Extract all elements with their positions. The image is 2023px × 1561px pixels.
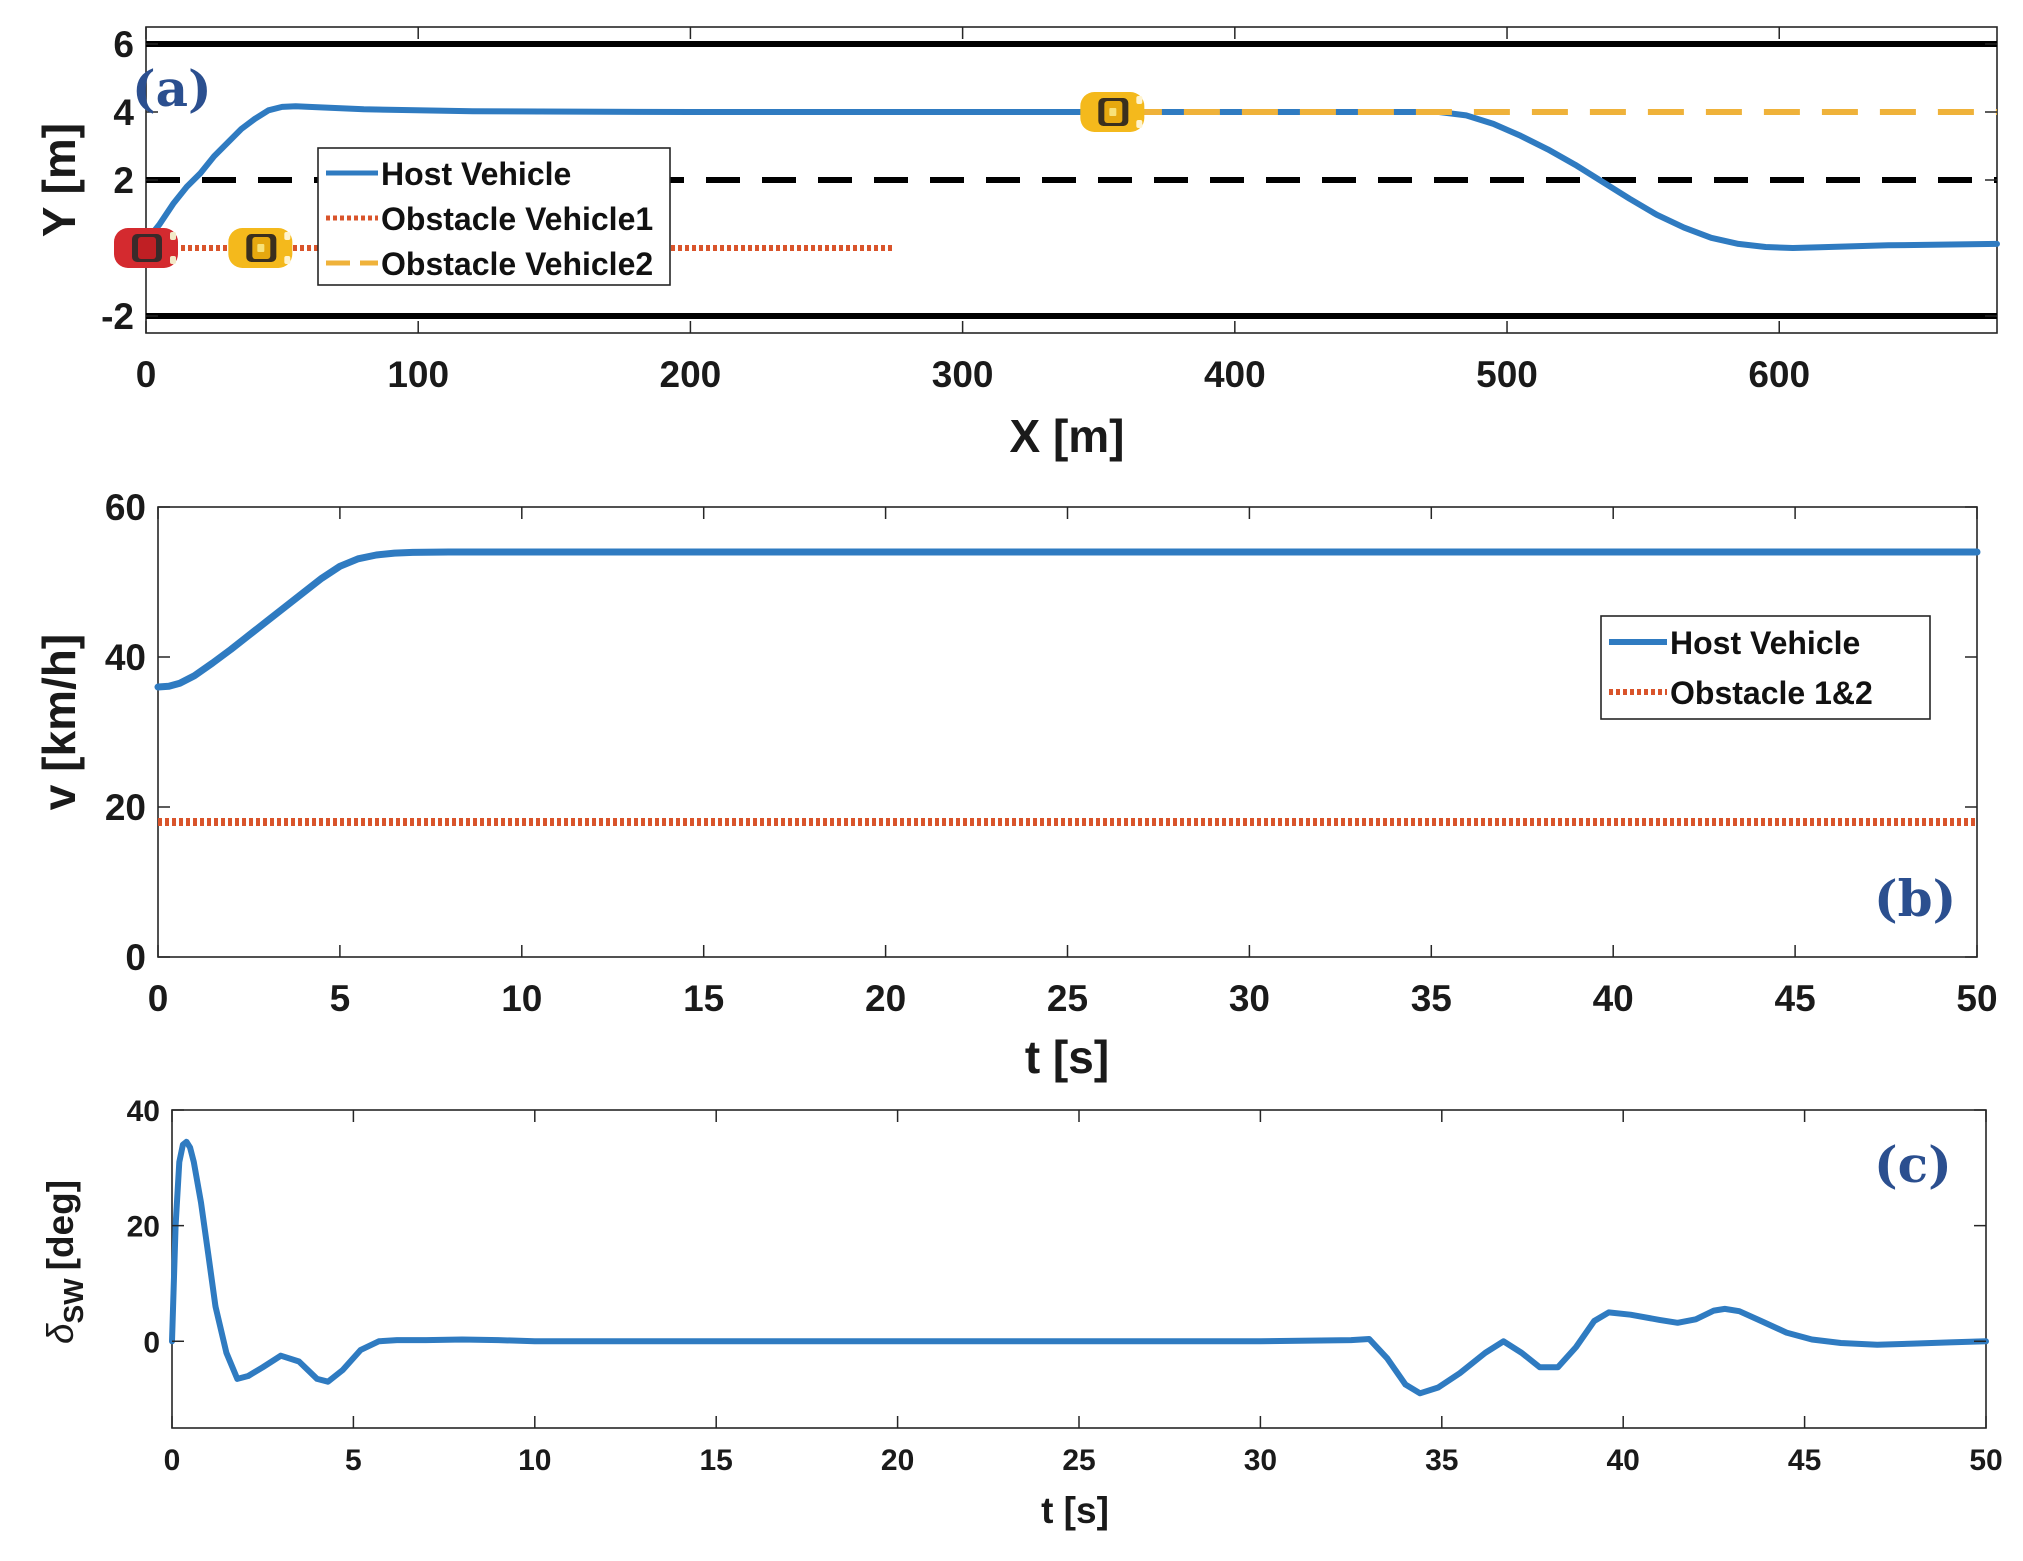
legend-label-obstacle-1-2: Obstacle 1&2 xyxy=(1670,675,1873,711)
delta-symbol: δ xyxy=(40,1323,81,1344)
legend-label-obstacle-vehicle2: Obstacle Vehicle2 xyxy=(381,246,653,282)
panel-c-steering: 0 5 10 15 20 25 30 35 40 45 50 0 20 40 (c) t [s] δSW… xyxy=(40,1095,2003,1531)
x-tick-label-b-6: 30 xyxy=(1229,978,1270,1019)
deg-unit: [deg] xyxy=(40,1180,81,1270)
series-host-vehicle-a xyxy=(143,103,2000,251)
panel-a-trajectory: 0 100 200 300 400 500 600 -2 2 4 6 xyxy=(33,24,2000,462)
x-tick-label-a-0: 0 xyxy=(136,354,157,395)
panel-c-x-ticks: 0 5 10 15 20 25 30 35 40 45 50 xyxy=(164,1110,2003,1477)
x-tick-label-c-2: 10 xyxy=(518,1444,551,1477)
x-tick-label-b-3: 15 xyxy=(683,978,724,1019)
obstacle-vehicle2-car-icon xyxy=(1080,92,1145,132)
panel-b-frame xyxy=(157,506,1978,958)
legend-label-host-vehicle: Host Vehicle xyxy=(381,156,571,192)
panel-b-velocity: 0 5 10 15 20 25 30 35 40 45 50 0 20 40 60 Host Vehicl… xyxy=(33,487,1998,1083)
x-tick-label-c-10: 50 xyxy=(1969,1444,2002,1477)
panel-c-frame xyxy=(171,1109,1987,1429)
legend-label-host-vehicle-b: Host Vehicle xyxy=(1670,625,1860,661)
y-tick-label-b-3: 60 xyxy=(105,487,146,528)
sw-subscript: SW xyxy=(58,1278,89,1324)
panel-b-series xyxy=(154,548,1981,826)
x-tick-label-a-3: 300 xyxy=(932,354,994,395)
y-tick-label-a-2: 4 xyxy=(113,92,134,133)
panel-c-series xyxy=(169,1138,1989,1397)
x-tick-label-c-8: 40 xyxy=(1607,1444,1640,1477)
x-tick-label-b-5: 25 xyxy=(1047,978,1088,1019)
series-host-vehicle-b xyxy=(154,548,1981,691)
panel-a-tag: (a) xyxy=(132,59,212,118)
x-tick-label-b-0: 0 xyxy=(148,978,169,1019)
x-tick-label-a-2: 200 xyxy=(660,354,722,395)
panel-c-tag: (c) xyxy=(1874,1135,1952,1194)
y-tick-label-c-2: 40 xyxy=(127,1095,160,1128)
y-tick-label-a-3: 6 xyxy=(113,24,134,65)
x-tick-label-c-0: 0 xyxy=(164,1444,181,1477)
panel-a-legend: Host Vehicle Obstacle Vehicle1 Obstacle … xyxy=(317,147,671,286)
y-tick-label-b-0: 0 xyxy=(125,937,146,978)
panel-b-tag: (b) xyxy=(1874,869,1956,928)
panel-b-legend: Host Vehicle Obstacle 1&2 xyxy=(1600,615,1931,720)
x-tick-label-a-6: 600 xyxy=(1748,354,1810,395)
x-tick-label-b-4: 20 xyxy=(865,978,906,1019)
y-tick-label-c-0: 0 xyxy=(143,1326,160,1359)
panel-a-x-ticks: 0 100 200 300 400 500 600 xyxy=(136,27,1810,395)
obstacle-vehicle1-car-icon xyxy=(228,228,293,268)
panel-b-y-ticks: 0 20 40 60 xyxy=(105,487,1977,978)
panel-a-y-ticks: -2 2 4 6 xyxy=(101,24,1997,337)
panel-a-x-axis-label: X [m] xyxy=(1010,410,1125,462)
x-tick-label-b-2: 10 xyxy=(501,978,542,1019)
x-tick-label-c-3: 15 xyxy=(700,1444,733,1477)
y-tick-label-b-2: 40 xyxy=(105,637,146,678)
panel-b-y-axis-label: v [km/h] xyxy=(33,634,85,810)
x-tick-label-a-1: 100 xyxy=(387,354,449,395)
x-tick-label-b-8: 40 xyxy=(1593,978,1634,1019)
panel-b-x-axis-label: t [s] xyxy=(1025,1031,1109,1083)
x-tick-label-b-1: 5 xyxy=(330,978,351,1019)
panel-c-y-axis-label: δSW [deg] xyxy=(40,1180,89,1344)
x-tick-label-b-9: 45 xyxy=(1775,978,1816,1019)
x-tick-label-c-9: 45 xyxy=(1788,1444,1821,1477)
x-tick-label-c-5: 25 xyxy=(1062,1444,1095,1477)
legend-label-obstacle-vehicle1: Obstacle Vehicle1 xyxy=(381,201,653,237)
x-tick-label-c-7: 35 xyxy=(1425,1444,1458,1477)
panel-b-x-ticks: 0 5 10 15 20 25 30 35 40 45 50 xyxy=(148,507,1998,1019)
x-tick-label-a-5: 500 xyxy=(1476,354,1538,395)
x-tick-label-c-4: 20 xyxy=(881,1444,914,1477)
x-tick-label-b-7: 35 xyxy=(1411,978,1452,1019)
host-car-icon xyxy=(114,228,178,268)
y-tick-label-c-1: 20 xyxy=(127,1211,160,1244)
y-tick-label-b-1: 20 xyxy=(105,787,146,828)
panel-a-y-axis-label: Y [m] xyxy=(33,123,85,237)
series-host-vehicle-c xyxy=(169,1138,1989,1397)
x-tick-label-b-10: 50 xyxy=(1956,978,1997,1019)
x-tick-label-c-1: 5 xyxy=(345,1444,362,1477)
y-tick-label-a-0: -2 xyxy=(101,296,134,337)
panel-c-x-axis-label: t [s] xyxy=(1041,1490,1109,1531)
x-tick-label-c-6: 30 xyxy=(1244,1444,1277,1477)
x-tick-label-a-4: 400 xyxy=(1204,354,1266,395)
panel-c-y-ticks: 0 20 40 xyxy=(127,1095,1986,1359)
y-tick-label-a-1: 2 xyxy=(113,160,134,201)
